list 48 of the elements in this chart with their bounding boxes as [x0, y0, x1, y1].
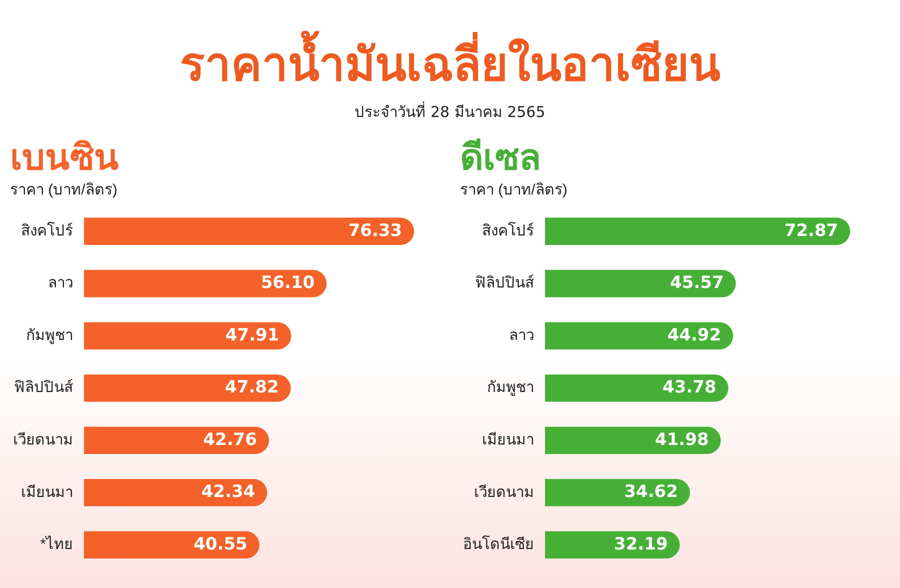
text: ราคาน้ำมันเฉลี่ยในอาเซียน	[180, 30, 720, 92]
data-label: 47.91	[225, 325, 280, 346]
y-tick-label: สิงคโปร์	[482, 221, 534, 240]
y-tick-label: อินโดนีเซีย	[463, 535, 534, 554]
data-label: 42.34	[201, 482, 256, 502]
bar	[545, 270, 736, 298]
bar	[545, 322, 734, 350]
data-label: 56.10	[260, 273, 315, 294]
y-tick-label: เมียนมา	[21, 484, 73, 501]
y-tick-label: สิงคโปร์	[21, 221, 73, 240]
bar	[545, 218, 850, 245]
data-label: 34.62	[624, 482, 678, 502]
data-label: 43.78	[662, 378, 716, 398]
data-label: 44.92	[667, 325, 722, 346]
text: ประจำวันที่ 28 มีนาคม 2565	[354, 100, 546, 122]
y-tick-label: ลาว	[48, 274, 73, 292]
chart-title: ดีเซล	[460, 136, 541, 178]
y-tick-label: ฟิลิปปินส์	[475, 274, 534, 292]
bar	[84, 270, 327, 298]
y-tick-label: กัมพูชา	[26, 326, 73, 344]
data-label: 47.82	[225, 378, 279, 398]
y-tick-label: กัมพูชา	[487, 379, 534, 396]
y-tick-label: เวียดนาม	[474, 484, 534, 501]
bar	[84, 426, 269, 454]
y-tick-label: ลาว	[509, 326, 534, 344]
bar	[84, 322, 292, 350]
y-tick-label: เวียดนาม	[13, 432, 73, 448]
data-label: 45.57	[670, 273, 724, 294]
data-label: 40.55	[194, 534, 248, 554]
bar	[84, 478, 268, 506]
y-tick-label: เมียนมา	[482, 432, 534, 448]
y-tick-label: ฟิลิปปินส์	[14, 379, 73, 396]
chart-title: เบนซิน	[10, 136, 119, 178]
bar	[545, 426, 721, 454]
bar	[84, 374, 291, 402]
data-label: 72.87	[784, 220, 838, 241]
data-label: 41.98	[655, 430, 709, 450]
chart-subtitle: ราคา (บาท/ลิตร)	[10, 181, 118, 198]
bar	[84, 218, 414, 245]
bar	[545, 478, 690, 506]
bar	[84, 531, 260, 559]
data-label: 42.76	[203, 430, 257, 450]
y-tick-label: *ไทย	[40, 535, 73, 554]
data-label: 76.33	[348, 220, 402, 241]
chart-subtitle: ราคา (บาท/ลิตร)	[460, 181, 568, 198]
data-label: 32.19	[614, 534, 668, 554]
bar	[545, 374, 728, 402]
bar	[545, 531, 680, 559]
